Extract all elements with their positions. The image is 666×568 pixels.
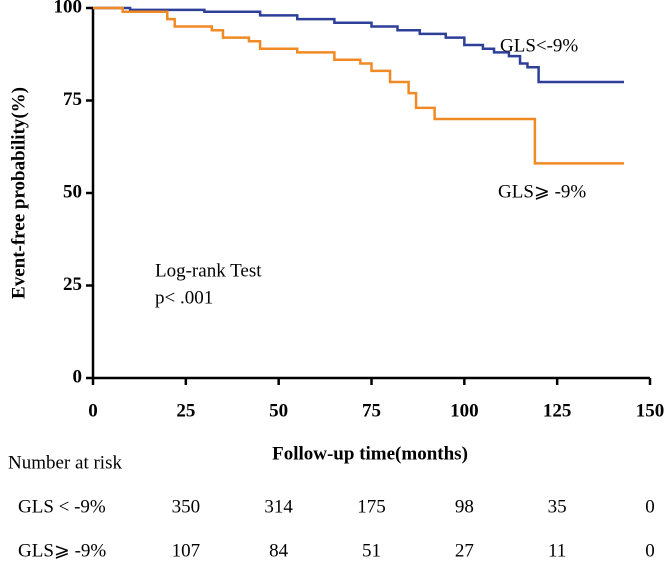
survival-curve — [93, 6, 625, 165]
x-tick-label: 0 — [88, 400, 98, 421]
annotation: p< .001 — [155, 287, 213, 308]
series-label: GLS⩾ -9% — [498, 181, 586, 202]
y-tick-label: 0 — [73, 366, 83, 387]
x-tick-label: 150 — [636, 400, 665, 421]
risk-table-title: Number at risk — [8, 452, 122, 473]
annotation: Log-rank Test — [155, 260, 262, 281]
y-tick-label: 50 — [63, 181, 82, 202]
y-tick-label: 25 — [63, 274, 82, 295]
risk-value: 27 — [455, 540, 474, 561]
series-label: GLS<-9% — [500, 35, 578, 56]
x-tick-label: 25 — [176, 400, 195, 421]
risk-value: 175 — [357, 496, 386, 517]
x-tick-label: 125 — [543, 400, 572, 421]
risk-value: 314 — [264, 496, 293, 517]
risk-value: 350 — [172, 496, 201, 517]
y-tick-label: 100 — [54, 0, 83, 17]
survival-curve — [93, 6, 625, 84]
x-tick-label: 75 — [362, 400, 381, 421]
y-tick-label: 75 — [63, 89, 82, 110]
risk-value: 35 — [548, 496, 567, 517]
risk-row-label: GLS < -9% — [18, 496, 106, 517]
risk-row-label: GLS⩾ -9% — [18, 540, 106, 561]
x-axis-label: Follow-up time(months) — [272, 443, 468, 464]
y-axis-label: Event-free probability(%) — [8, 87, 29, 299]
risk-value: 0 — [645, 540, 655, 561]
risk-value: 11 — [548, 540, 566, 561]
risk-value: 98 — [455, 496, 474, 517]
x-tick-label: 100 — [450, 400, 479, 421]
risk-value: 84 — [269, 540, 289, 561]
x-tick-label: 50 — [269, 400, 288, 421]
risk-value: 107 — [172, 540, 201, 561]
risk-value: 51 — [362, 540, 381, 561]
risk-value: 0 — [645, 496, 655, 517]
